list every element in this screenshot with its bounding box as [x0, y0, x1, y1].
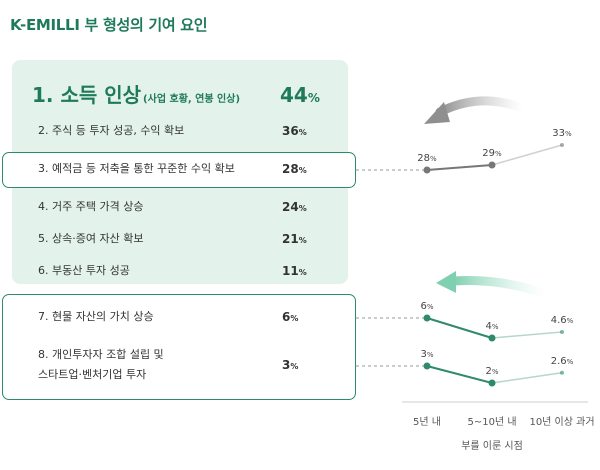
- factor-label: 3. 예적금 등 저축을 통한 꾸준한 수익 확보: [38, 162, 235, 175]
- data-label: 28%: [417, 153, 437, 164]
- factor-row-6: 6. 부동산 투자 성공 11%: [12, 261, 348, 281]
- factor-value: 6%: [282, 310, 299, 324]
- data-point: [560, 370, 564, 375]
- factor-label: 1. 소득 인상 (사업 호황, 연봉 인상): [32, 83, 241, 107]
- x-tick-label: 10년 이상 과거: [529, 416, 594, 428]
- data-label: 2.6%: [551, 356, 574, 367]
- data-point: [560, 143, 564, 147]
- factor-row-2: 2. 주식 등 투자 성공, 수익 확보 36%: [12, 121, 348, 141]
- factor-sublabel: (사업 호황, 연봉 인상): [143, 94, 241, 105]
- factor-value: 11%: [282, 264, 307, 278]
- series-2: 6% 4% 4.6%: [420, 301, 574, 342]
- highlight-box-row-3: [2, 152, 356, 188]
- factor-label: 6. 부동산 투자 성공: [38, 264, 130, 277]
- series-line-segment: [426, 365, 493, 384]
- factor-value: 3%: [282, 358, 299, 372]
- factor-label: 5. 상속·증여 자산 확보: [38, 232, 144, 245]
- gray-trend-arrow: [424, 96, 527, 124]
- series-line-segment-faded: [491, 144, 563, 166]
- series-3: 3% 2% 2.6%: [420, 349, 574, 387]
- factor-label: 7. 현물 자산의 가치 상승: [38, 310, 154, 323]
- data-point: [560, 330, 564, 334]
- data-point: [423, 166, 431, 174]
- chart-title: K-EMILLI 부 형성의 기여 요인: [10, 16, 208, 34]
- factor-label: 4. 거주 주택 가격 상승: [38, 200, 144, 213]
- factor-row-1: 1. 소득 인상 (사업 호황, 연봉 인상) 44%: [12, 80, 348, 110]
- green-trend-arrow: [436, 271, 551, 299]
- data-label: 29%: [482, 148, 502, 159]
- data-label: 4.6%: [551, 315, 574, 326]
- factor-value: 28%: [282, 162, 307, 176]
- data-point: [423, 362, 431, 370]
- series-line-segment: [426, 317, 493, 339]
- data-label: 3%: [420, 349, 433, 360]
- factor-row-3: 3. 예적금 등 저축을 통한 꾸준한 수익 확보 28%: [12, 159, 348, 179]
- data-point: [488, 379, 496, 387]
- data-label: 33%: [552, 128, 572, 139]
- factor-label: 8. 개인투자자 조합 설립 및: [38, 348, 164, 361]
- data-label: 2%: [485, 366, 498, 377]
- series-line-segment-faded: [491, 372, 563, 384]
- factor-label-line2: 스타트업·벤처기업 투자: [38, 368, 147, 381]
- data-label: 6%: [420, 301, 433, 312]
- highlight-box-rows-7-8: [2, 294, 356, 400]
- data-label: 4%: [485, 321, 498, 332]
- factor-row-4: 4. 거주 주택 가격 상승 24%: [12, 197, 348, 217]
- x-tick-label: 5~10년 내: [467, 416, 516, 428]
- x-axis-title: 부를 이룬 시점: [461, 440, 523, 452]
- data-point: [423, 314, 431, 322]
- series-line-segment-faded: [491, 331, 563, 339]
- factor-value: 24%: [282, 200, 307, 214]
- factor-row-7: 7. 현물 자산의 가치 상승 6%: [12, 307, 348, 327]
- series-1: 28% 29% 33%: [417, 128, 572, 174]
- factor-value: 44%: [280, 83, 320, 107]
- factor-label: 2. 주식 등 투자 성공, 수익 확보: [38, 124, 185, 137]
- data-point: [488, 334, 496, 342]
- series-line-segment: [426, 164, 493, 171]
- x-tick-label: 5년 내: [413, 416, 441, 428]
- factor-row-8: 8. 개인투자자 조합 설립 및 스타트업·벤처기업 투자 3%: [12, 345, 348, 385]
- factor-value: 36%: [282, 124, 307, 138]
- factor-row-5: 5. 상속·증여 자산 확보 21%: [12, 229, 348, 249]
- factor-value: 21%: [282, 232, 307, 246]
- data-point: [488, 161, 496, 169]
